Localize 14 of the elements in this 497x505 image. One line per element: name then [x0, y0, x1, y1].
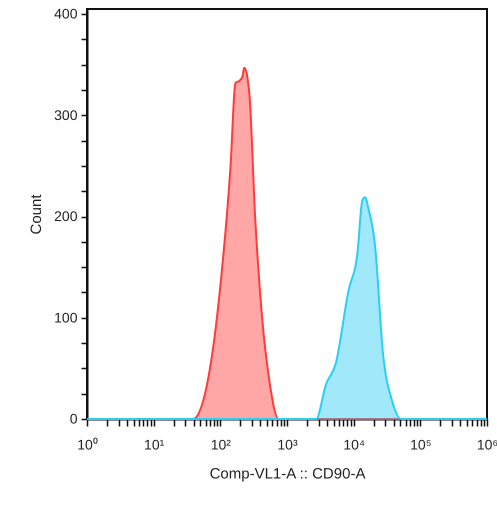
y-tick-label: 400 [54, 6, 78, 22]
y-axis-title: Count [28, 194, 46, 235]
y-tick-label: 300 [54, 106, 78, 123]
x-tick-label: 10⁵ [410, 436, 432, 452]
x-axis-title: Comp-VL1-A :: CD90-A [210, 466, 366, 482]
x-tick-label: 10¹ [144, 436, 165, 452]
y-tick-label: 0 [70, 410, 78, 426]
x-tick-label: 10⁶ [476, 436, 497, 452]
y-tick-label: 100 [54, 309, 78, 326]
x-tick-label: 10⁴ [343, 436, 365, 452]
x-tick-label: 10² [210, 436, 232, 452]
x-tick-label: 10⁰ [77, 436, 98, 452]
x-tick-label: 10³ [277, 436, 298, 452]
y-tick-label: 200 [54, 208, 78, 224]
